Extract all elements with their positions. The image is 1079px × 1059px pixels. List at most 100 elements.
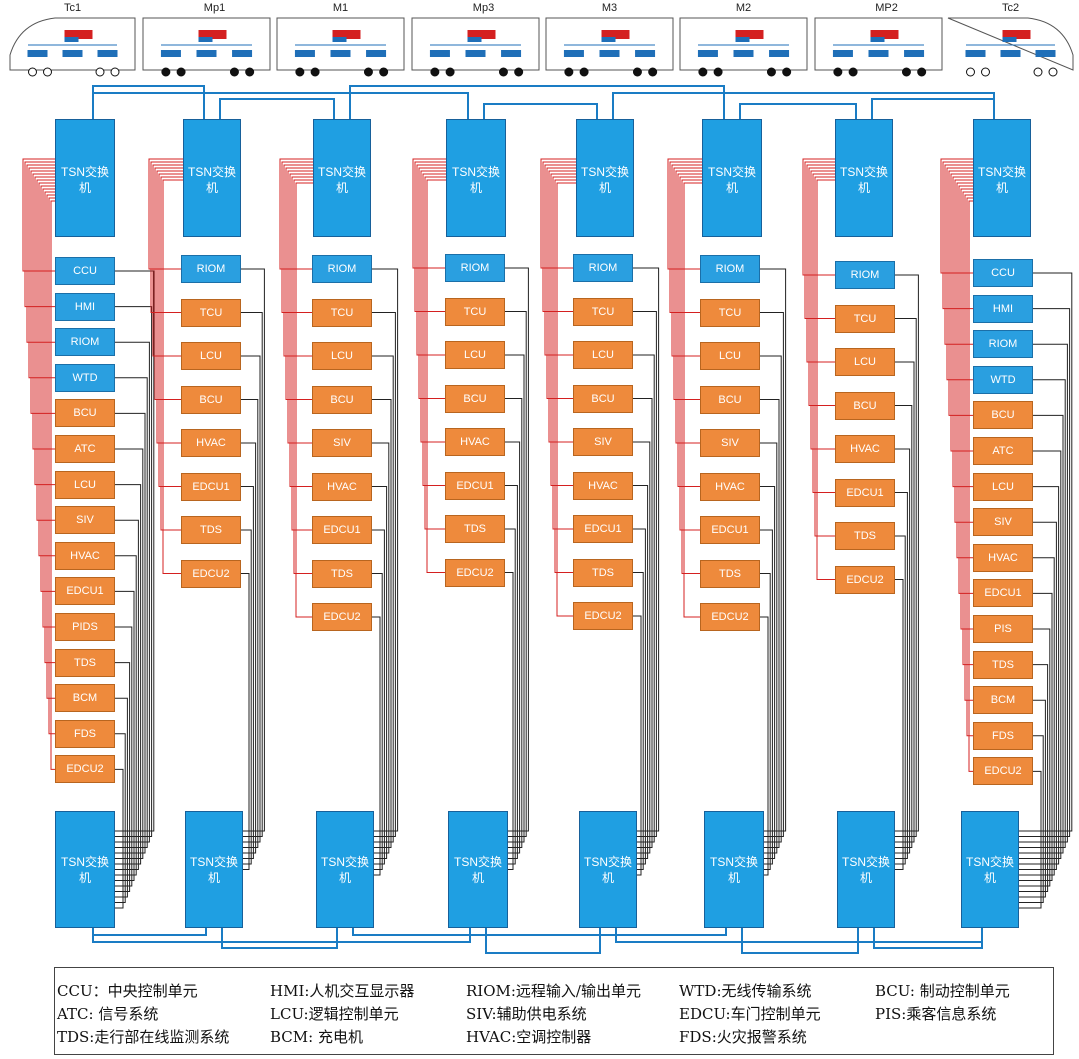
device-siv: SIV xyxy=(55,506,115,535)
device-pids: PIDS xyxy=(55,613,115,641)
car-body xyxy=(679,17,808,71)
black-link xyxy=(760,616,769,876)
device-hvac: HVAC xyxy=(55,541,115,570)
ring-link-bottom xyxy=(741,928,859,954)
black-link xyxy=(895,535,906,865)
ring-link-top xyxy=(92,92,469,119)
car-red-module xyxy=(601,30,630,39)
car-unit xyxy=(563,50,584,57)
car-label: Mp1 xyxy=(203,2,226,14)
device-lcu: LCU xyxy=(573,341,633,369)
car-body xyxy=(545,17,674,71)
device-bcu: BCU xyxy=(445,384,505,413)
black-link xyxy=(115,306,153,837)
red-link xyxy=(40,185,55,592)
device-edcu1: EDCU1 xyxy=(312,516,372,544)
red-link xyxy=(544,164,576,356)
tsn-switch-bottom: TSN交换机 xyxy=(448,811,508,928)
red-link xyxy=(24,161,55,308)
device-edcu1: EDCU1 xyxy=(445,471,505,500)
red-link xyxy=(816,179,835,580)
black-link xyxy=(115,768,124,909)
wheel-icon xyxy=(564,67,574,77)
legend-item: BCU: 制动控制单元 xyxy=(875,982,1010,1000)
black-link xyxy=(372,529,385,865)
black-link xyxy=(505,441,521,854)
car-unit xyxy=(868,50,889,57)
black-link xyxy=(115,733,126,903)
black-link xyxy=(1019,664,1049,892)
red-link xyxy=(554,179,576,573)
device-edcu2: EDCU2 xyxy=(312,603,372,631)
device-bcu: BCU xyxy=(700,385,760,414)
black-link xyxy=(372,355,394,843)
device-siv: SIV xyxy=(312,429,372,457)
device-tcu: TCU xyxy=(700,298,760,327)
tsn-switch-bottom: TSN交换机 xyxy=(704,811,764,928)
red-link xyxy=(677,173,702,487)
device-siv: SIV xyxy=(973,508,1033,537)
red-link xyxy=(950,173,973,452)
device-tcu: TCU xyxy=(573,297,633,326)
red-link xyxy=(418,167,446,399)
red-link xyxy=(36,179,55,521)
device-lcu: LCU xyxy=(312,342,372,370)
device-riom: RIOM xyxy=(573,254,633,282)
car-label: M2 xyxy=(735,2,752,14)
red-link xyxy=(158,173,183,487)
wheel-icon xyxy=(766,67,776,77)
car-unit xyxy=(62,50,83,57)
red-link xyxy=(542,161,576,312)
legend-item: TDS:走行部在线监测系统 xyxy=(57,1028,230,1046)
car-unit xyxy=(904,50,925,57)
device-edcu2: EDCU2 xyxy=(835,565,895,594)
device-ccu: CCU xyxy=(55,257,115,285)
tsn-switch-bottom: TSN交换机 xyxy=(961,811,1019,928)
red-link xyxy=(812,173,835,493)
black-link xyxy=(1019,486,1060,865)
red-link xyxy=(556,182,576,617)
wheel-icon xyxy=(43,67,52,77)
device-lcu: LCU xyxy=(181,342,241,370)
device-bcu: BCU xyxy=(181,385,241,414)
device-edcu2: EDCU2 xyxy=(55,755,115,784)
legend-item: HVAC:空调控制器 xyxy=(466,1028,592,1046)
device-tds: TDS xyxy=(445,515,505,543)
car-label: MP2 xyxy=(875,2,898,14)
device-riom: RIOM xyxy=(835,261,895,289)
device-edcu1: EDCU1 xyxy=(181,472,241,501)
black-link xyxy=(115,448,144,859)
car-unit xyxy=(330,50,351,57)
black-link xyxy=(505,267,529,832)
wheel-icon xyxy=(28,67,37,77)
car-unit xyxy=(366,50,387,57)
car-unit xyxy=(196,50,217,57)
car-unit xyxy=(27,50,48,57)
black-link xyxy=(505,572,514,870)
black-link xyxy=(372,573,383,870)
red-link xyxy=(671,164,702,357)
red-link xyxy=(675,170,702,444)
car-unit xyxy=(294,50,315,57)
car-blue-module xyxy=(735,37,750,42)
device-hvac: HVAC xyxy=(445,428,505,456)
legend-item: EDCU:车门控制单元 xyxy=(679,1005,821,1023)
device-pis: PIS xyxy=(973,615,1033,643)
wheel-icon xyxy=(917,67,927,77)
black-link xyxy=(633,572,644,870)
device-riom: RIOM xyxy=(700,255,760,283)
device-tcu: TCU xyxy=(445,297,505,326)
device-bcu: BCU xyxy=(973,401,1033,430)
red-link xyxy=(810,170,835,450)
red-link xyxy=(683,182,702,618)
device-bcu: BCU xyxy=(573,384,633,413)
red-link xyxy=(291,176,313,531)
black-link xyxy=(1019,592,1053,881)
red-link xyxy=(160,176,183,531)
red-link xyxy=(679,176,702,531)
red-link xyxy=(162,179,183,574)
red-link xyxy=(287,170,313,444)
wheel-icon xyxy=(966,67,975,77)
red-link xyxy=(681,179,702,574)
